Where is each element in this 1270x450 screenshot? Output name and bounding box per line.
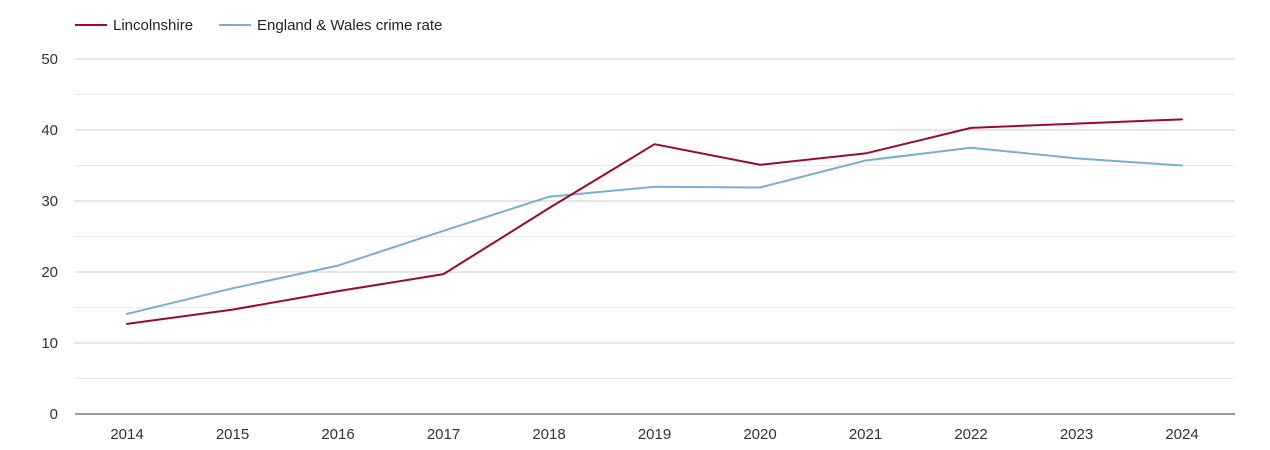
gridlines [75, 58, 1235, 379]
x-axis: 2014 2015 2016 2017 2018 2019 2020 2021 2022 2023… [75, 413, 1235, 443]
x-tick-label: 2020 [743, 426, 776, 443]
y-tick-label: 10 [41, 335, 58, 352]
legend: Lincolnshire England & Wales crime rate [75, 17, 442, 34]
y-tick-label: 30 [41, 193, 58, 210]
x-tick-label: 2015 [216, 426, 249, 443]
y-tick-label: 40 [41, 122, 58, 139]
series-line-england-wales-crime-rate [126, 146, 1183, 315]
y-tick-label: 0 [50, 406, 58, 423]
x-tick-label: 2023 [1060, 426, 1093, 443]
series-line-lincolnshire [126, 118, 1183, 325]
x-tick-label: 2017 [427, 426, 460, 443]
x-tick-label: 2014 [110, 426, 143, 443]
series-lines [126, 118, 1183, 325]
x-tick-label: 2024 [1165, 426, 1198, 443]
x-tick-label: 2018 [532, 426, 565, 443]
x-tick-label: 2016 [321, 426, 354, 443]
x-tick-label: 2021 [849, 426, 882, 443]
y-tick-label: 20 [41, 264, 58, 281]
x-tick-label: 2022 [954, 426, 987, 443]
x-tick-label: 2019 [638, 426, 671, 443]
legend-label-england-wales-crime-rate: England & Wales crime rate [257, 17, 442, 34]
y-axis: 0 10 20 30 40 50 [41, 51, 58, 423]
y-tick-label: 50 [41, 51, 58, 68]
legend-label-lincolnshire: Lincolnshire [113, 17, 193, 34]
